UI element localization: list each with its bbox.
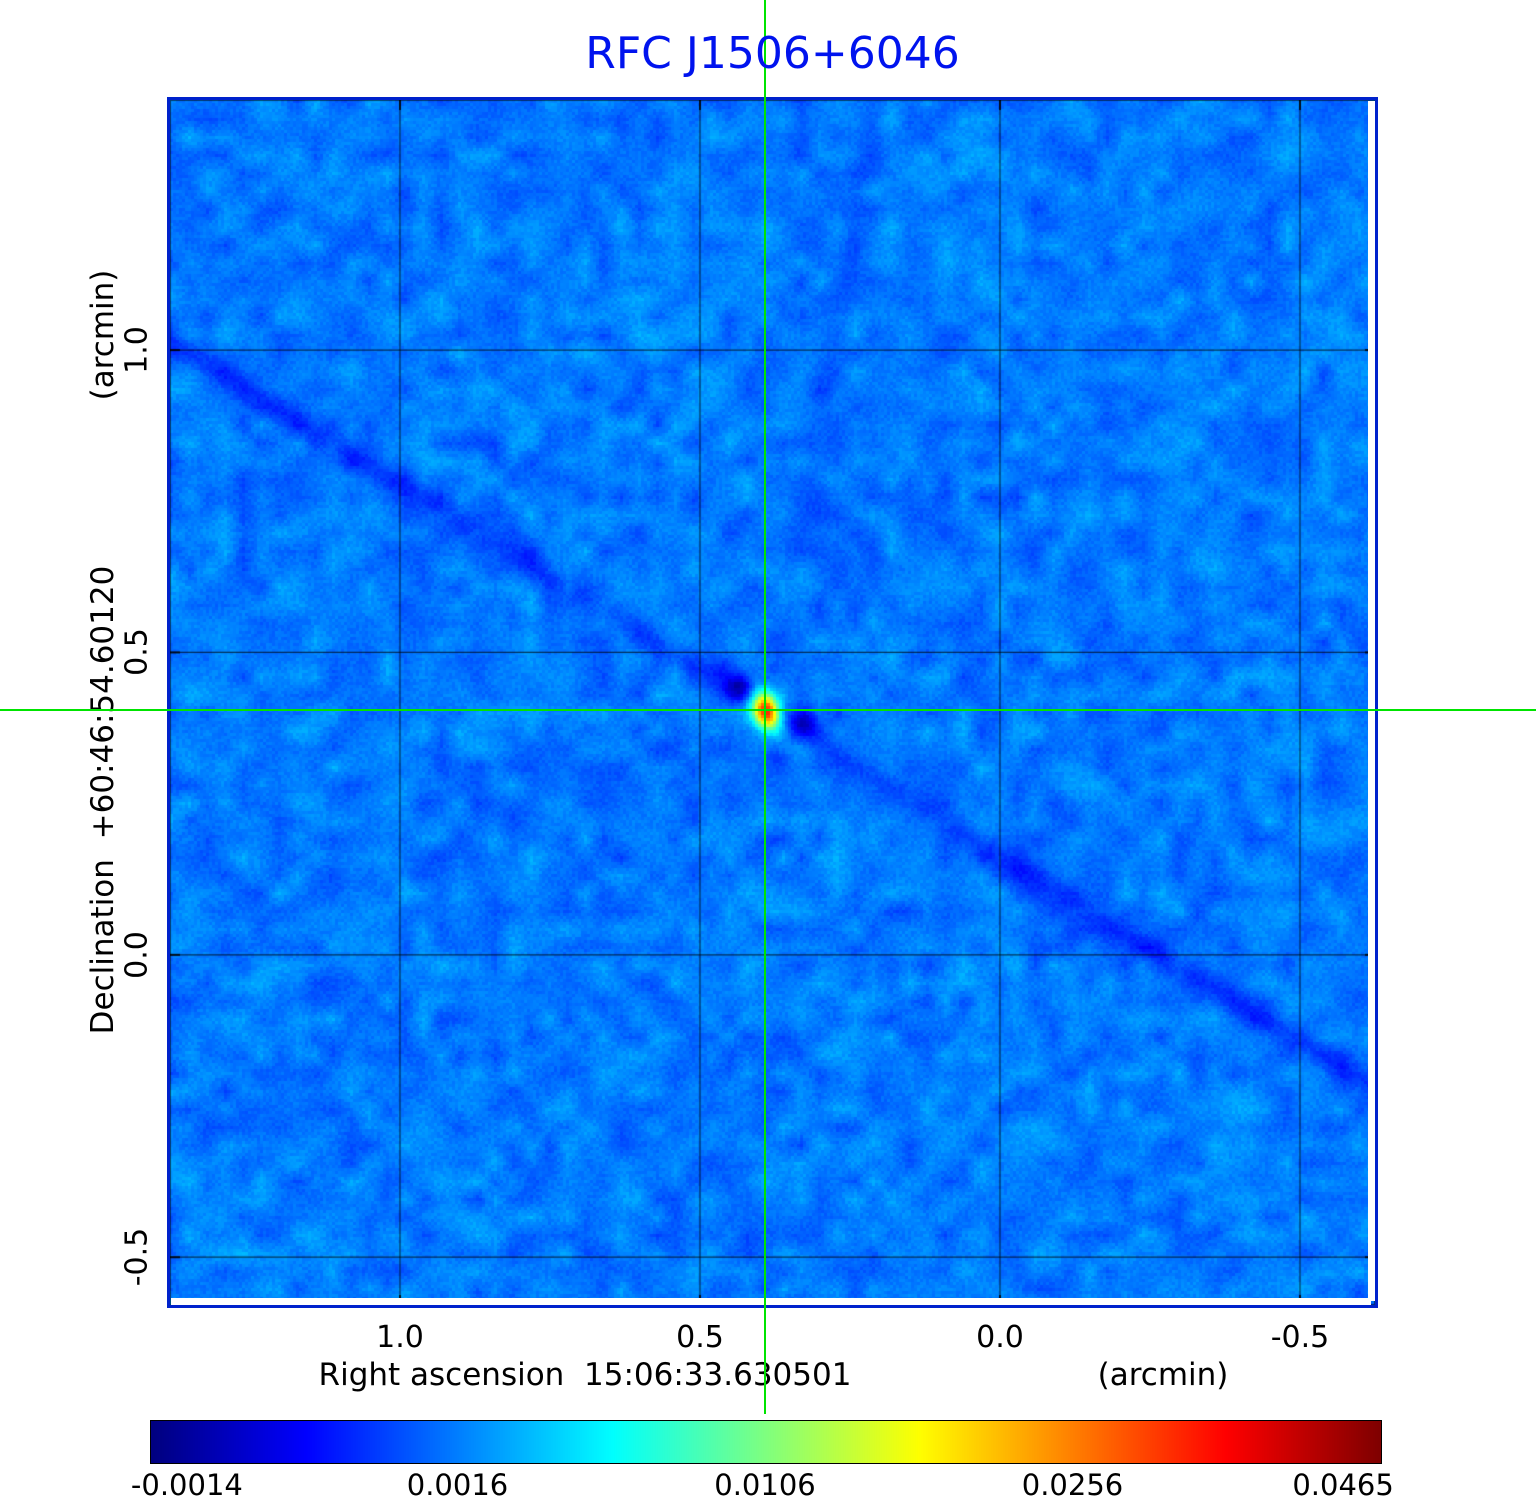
y-axis-unit-label: (arcmin): [85, 269, 121, 401]
y-tick-label: 0.0: [119, 930, 155, 979]
x-tick-label: 0.0: [976, 1320, 1024, 1355]
sky-map-canvas: [170, 100, 1375, 1305]
colorbar: [150, 1420, 1382, 1464]
map-edge-gap-right: [1368, 101, 1375, 1301]
y-axis-label: Declination +60:46:54.60120: [85, 565, 121, 1035]
x-axis-label: Right ascension 15:06:33.630501: [318, 1357, 852, 1393]
map-frame: [167, 97, 1378, 1308]
colorbar-tick-label: 0.0106: [714, 1468, 816, 1502]
figure-title: RFC J1506+6046: [585, 28, 960, 79]
x-axis-unit-label: (arcmin): [1097, 1357, 1229, 1393]
y-tick-label: 0.5: [119, 628, 155, 677]
colorbar-tick-label: 0.0465: [1292, 1468, 1394, 1502]
y-tick-label: 1.0: [119, 326, 155, 374]
colorbar-tick-label: 0.0256: [1021, 1468, 1124, 1502]
colorbar-tick-label: -0.0014: [130, 1468, 243, 1502]
crosshair-vertical-line: [763, 0, 766, 1414]
x-tick-label: -0.5: [1270, 1320, 1330, 1355]
y-tick-label: -0.5: [119, 1227, 155, 1287]
map-edge-gap-bottom: [171, 1298, 1371, 1305]
crosshair-horizontal-line: [0, 708, 1536, 711]
colorbar-tick-label: 0.0016: [406, 1468, 509, 1502]
x-tick-label: 0.5: [676, 1320, 724, 1355]
x-tick-label: 1.0: [376, 1320, 424, 1355]
